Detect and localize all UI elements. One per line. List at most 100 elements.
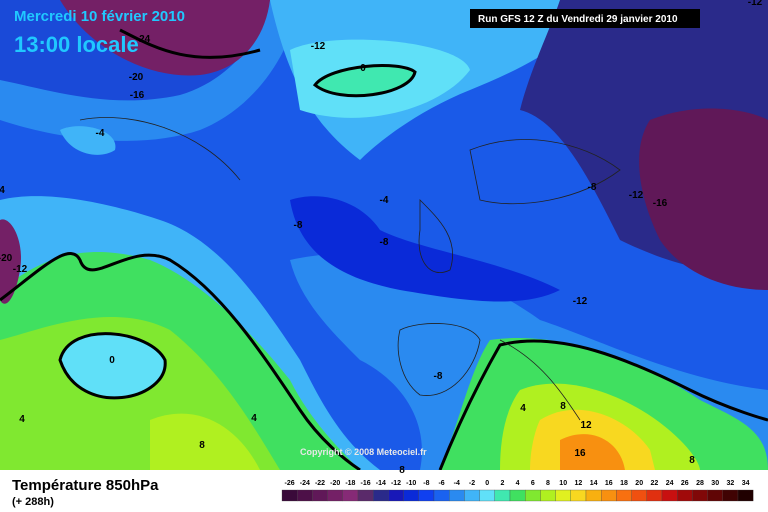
contour-label: -20 (0, 253, 13, 264)
legend-swatch (661, 489, 678, 502)
contour-label: -8 (588, 182, 597, 193)
legend-tick-label: 18 (620, 480, 628, 487)
contour-label: -16 (653, 198, 668, 209)
legend-swatch (449, 489, 465, 502)
footer-title: Température 850hPa (12, 477, 159, 494)
legend-swatch (479, 489, 495, 502)
legend-swatch (312, 489, 328, 502)
legend-tick-label: 8 (546, 480, 550, 487)
legend-tick-label: 4 (516, 480, 520, 487)
legend-tick-label: 0 (485, 480, 489, 487)
contour-label: 8 (199, 440, 205, 451)
legend-swatch (418, 489, 435, 502)
legend-swatch (722, 489, 739, 502)
legend-swatch (388, 489, 404, 502)
legend-tick-label: -12 (391, 480, 401, 487)
lead-time: (+ 288h) (12, 496, 54, 508)
contour-label: 4 (0, 185, 5, 196)
legend-swatch (570, 489, 587, 502)
legend-tick-label: 6 (531, 480, 535, 487)
legend-tick-label: 32 (727, 480, 735, 487)
contour-label: 4 (251, 413, 257, 424)
contour-label: 8 (560, 401, 566, 412)
legend-swatch (342, 489, 359, 502)
legend-tick-label: -14 (376, 480, 386, 487)
legend-tick-label: 14 (590, 480, 598, 487)
legend-tick-label: -24 (300, 480, 310, 487)
legend-swatch (555, 489, 571, 502)
legend-swatch (646, 489, 663, 502)
legend-tick-label: -22 (315, 480, 325, 487)
contour-label: 0 (109, 355, 115, 366)
legend-tick-label: 12 (575, 480, 583, 487)
legend-tick-label: 22 (651, 480, 659, 487)
legend-tick-label: 34 (742, 480, 750, 487)
contour-label: 4 (520, 403, 526, 414)
contour-label: -8 (434, 371, 443, 382)
legend-tick-label: -2 (469, 480, 475, 487)
contour-label: -12 (13, 264, 28, 275)
contour-label: -12 (573, 296, 588, 307)
legend-swatch (327, 489, 343, 502)
legend-tick-label: -4 (454, 480, 460, 487)
contour-label: 8 (689, 455, 695, 466)
legend-swatch (494, 489, 511, 502)
legend-swatch (509, 489, 526, 502)
contour-label: -8 (294, 220, 303, 231)
contour-label: 4 (19, 414, 25, 425)
legend-tick-label: -18 (345, 480, 355, 487)
legend-tick-label: -6 (438, 480, 444, 487)
legend-tick-label: -8 (423, 480, 429, 487)
contour-label: -12 (748, 0, 763, 8)
legend-swatch (677, 489, 693, 502)
contour-label: -8 (380, 237, 389, 248)
legend-tick-label: 24 (666, 480, 674, 487)
contour-labels: -24-120-20-16-4-8-12-16-4-8-8-12-20-120-… (0, 0, 763, 476)
coastlines (79, 117, 621, 421)
legend-swatch (297, 489, 313, 502)
legend-swatch (373, 489, 389, 502)
contour-label: -16 (130, 90, 145, 101)
contour-label: 8 (399, 465, 405, 476)
contour-label: -12 (629, 190, 644, 201)
legend-swatch (281, 489, 298, 502)
legend-swatch (525, 489, 541, 502)
legend-swatch (631, 489, 647, 502)
legend-tick-label: 28 (696, 480, 704, 487)
run-info: Run GFS 12 Z du Vendredi 29 janvier 2010 (478, 14, 678, 25)
legend-tick-label: -26 (285, 480, 295, 487)
legend-swatch (357, 489, 374, 502)
contour-label: 12 (580, 420, 592, 431)
temperature-fields (0, 0, 768, 470)
contour-label: -24 (136, 34, 151, 45)
legend-tick-label: -16 (361, 480, 371, 487)
run-banner (470, 9, 700, 28)
legend-swatch (433, 489, 450, 502)
color-legend: -26 -24 -22 -20 -18 -16 -14 -12 -10 -8 -6 -4 -2 0 2 4 6 8… (281, 480, 754, 502)
legend-tick-label: 30 (711, 480, 719, 487)
legend-tick-label: 16 (605, 480, 613, 487)
contour-label: -4 (380, 195, 389, 206)
legend-swatch (737, 489, 754, 502)
legend-swatch (616, 489, 632, 502)
contour-label: -12 (311, 41, 326, 52)
legend-tick-label: 26 (681, 480, 689, 487)
legend-swatch (464, 489, 480, 502)
contour-label: -20 (129, 72, 144, 83)
forecast-date: Mercredi 10 février 2010 (14, 8, 185, 25)
contour-label: 0 (360, 63, 366, 74)
copyright: Copyright © 2008 Meteociel.fr (300, 447, 427, 457)
legend-swatch (707, 489, 723, 502)
legend-tick-label: -10 (406, 480, 416, 487)
forecast-time: 13:00 locale (14, 32, 139, 57)
legend-swatch (601, 489, 617, 502)
legend-swatch (540, 489, 556, 502)
zero-isotherm (0, 28, 768, 472)
legend-swatch (585, 489, 602, 502)
legend-swatch (403, 489, 419, 502)
contour-label: 16 (574, 448, 586, 459)
legend-tick-label: 20 (635, 480, 643, 487)
legend-swatch (692, 489, 708, 502)
legend-tick-label: 2 (500, 480, 504, 487)
